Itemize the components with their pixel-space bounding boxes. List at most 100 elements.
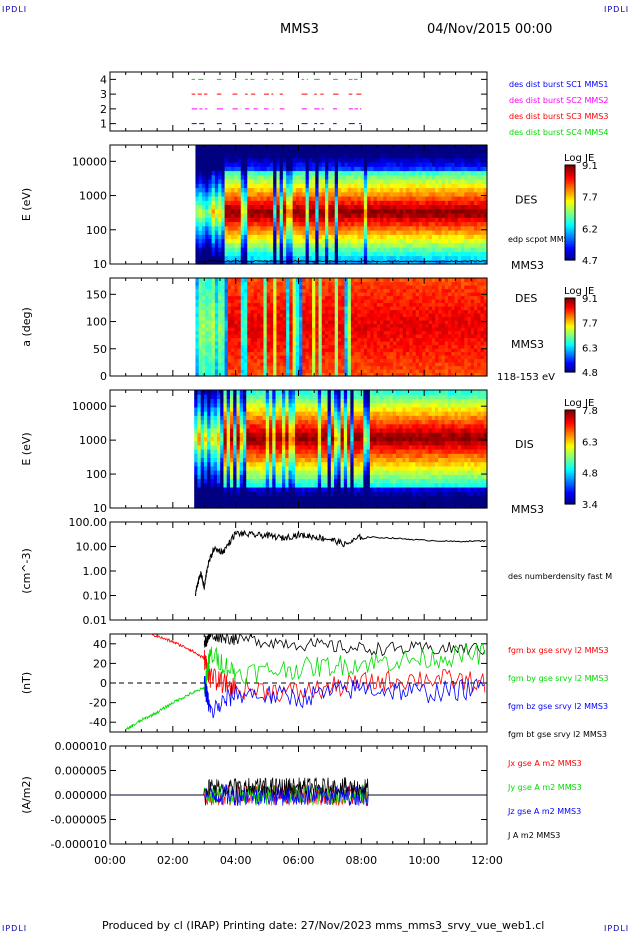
des-pitch-panel-cell xyxy=(376,288,381,293)
des-energy-panel-cell xyxy=(334,234,339,240)
des-pitch-panel-cell xyxy=(399,285,404,290)
des-pitch-panel-cell xyxy=(380,309,384,314)
des-energy-panel-cell xyxy=(344,149,349,155)
des-pitch-panel-cell xyxy=(331,295,336,300)
des-pitch-panel-cell xyxy=(198,327,203,332)
des-energy-panel-cell xyxy=(328,174,333,180)
des-energy-panel-cell xyxy=(451,247,456,252)
des-energy-panel-cell xyxy=(431,234,436,240)
des-energy-panel-cell xyxy=(386,204,391,210)
des-pitch-panel-cell xyxy=(218,327,222,332)
des-pitch-panel-cell xyxy=(266,372,271,377)
des-energy-panel-cell xyxy=(389,183,394,189)
des-pitch-panel-cell xyxy=(250,344,255,349)
des-pitch-panel-cell xyxy=(321,334,326,339)
des-energy-panel-cell xyxy=(292,166,297,172)
des-energy-panel-cell xyxy=(454,204,459,210)
des-pitch-panel-cell xyxy=(247,372,252,377)
des-energy-panel-cell xyxy=(273,179,278,184)
des-energy-panel-cell xyxy=(331,213,336,218)
des-energy-panel-cell xyxy=(389,213,394,218)
des-energy-panel-cell xyxy=(380,251,384,257)
des-pitch-panel-cell xyxy=(211,295,216,300)
des-energy-panel-cell xyxy=(331,196,336,201)
des-energy-panel-cell xyxy=(211,166,216,172)
des-energy-panel-cell xyxy=(415,208,420,214)
des-energy-panel-cell xyxy=(237,208,242,214)
des-energy-panel-cell xyxy=(299,259,303,265)
des-pitch-panel-cell xyxy=(438,358,443,363)
des-pitch-panel-cell xyxy=(425,348,430,353)
des-pitch-panel-cell xyxy=(302,344,307,349)
des-pitch-panel-cell xyxy=(435,348,440,353)
des-energy-panel-cell xyxy=(389,204,394,210)
des-pitch-panel-cell xyxy=(373,288,378,293)
des-energy-panel-cell xyxy=(354,162,359,167)
des-pitch-panel-cell xyxy=(273,327,278,332)
des-energy-panel-cell xyxy=(480,174,485,180)
des-energy-panel-cell xyxy=(201,191,206,197)
des-pitch-panel-cell xyxy=(409,295,414,300)
des-pitch-panel-cell xyxy=(224,288,229,293)
des-pitch-panel-cell xyxy=(263,341,268,346)
des-pitch-panel-cell xyxy=(299,355,303,360)
des-energy-panel-colorbar-cell xyxy=(565,166,575,169)
des-energy-panel-cell xyxy=(418,170,423,176)
des-pitch-panel-cell xyxy=(415,348,420,353)
des-pitch-panel-cell xyxy=(208,344,213,349)
des-energy-panel-cell xyxy=(250,251,255,257)
des-pitch-panel-cell xyxy=(409,365,414,370)
des-pitch-panel-cell xyxy=(273,372,278,377)
des-energy-panel-cell xyxy=(457,255,462,261)
des-energy-panel-cell xyxy=(363,149,368,155)
des-pitch-panel-cell xyxy=(354,372,359,377)
des-energy-panel-cell xyxy=(341,149,346,155)
des-pitch-panel-cell xyxy=(435,337,440,342)
des-energy-panel-cell xyxy=(234,162,239,167)
des-energy-panel-y-tick-label: 100 xyxy=(86,224,107,237)
des-energy-panel-cell xyxy=(263,191,268,197)
des-pitch-panel-cell xyxy=(266,302,271,307)
des-energy-panel-cell xyxy=(344,170,349,176)
des-pitch-panel-cell xyxy=(389,309,394,314)
des-pitch-panel-cell xyxy=(315,365,320,370)
des-pitch-panel-cell xyxy=(195,365,200,370)
des-energy-panel-cell xyxy=(227,247,232,252)
des-energy-panel-cell xyxy=(211,183,216,189)
des-pitch-panel-cell xyxy=(350,316,355,321)
des-energy-panel-cell xyxy=(282,170,287,176)
des-pitch-panel-cell xyxy=(224,295,229,300)
des-energy-panel-cell xyxy=(334,242,339,248)
des-pitch-panel-cell xyxy=(396,316,401,321)
des-pitch-panel-cell xyxy=(305,369,310,374)
des-energy-panel-cell xyxy=(325,149,329,155)
des-pitch-panel-cell xyxy=(425,365,430,370)
des-energy-panel-cell xyxy=(305,166,310,172)
des-energy-panel-cell xyxy=(383,217,388,223)
des-energy-panel-cell xyxy=(292,204,297,210)
des-energy-panel-cell xyxy=(347,251,352,257)
des-energy-panel-cell xyxy=(260,230,265,235)
des-energy-panel-cell xyxy=(370,170,375,176)
des-energy-panel-cell xyxy=(263,247,268,252)
des-pitch-panel-cell xyxy=(331,306,336,311)
des-pitch-panel-cell xyxy=(214,341,219,346)
des-pitch-panel-cell xyxy=(418,341,423,346)
des-energy-panel-cell xyxy=(418,153,423,159)
des-energy-panel-cell xyxy=(214,230,219,235)
des-energy-panel-cell xyxy=(367,174,371,180)
des-pitch-panel-cell xyxy=(354,358,359,363)
des-energy-panel-cell xyxy=(231,187,235,193)
des-energy-panel-cell xyxy=(273,213,278,218)
des-energy-panel-cell xyxy=(328,230,333,235)
des-energy-panel-cell xyxy=(373,230,378,235)
des-energy-panel-cell xyxy=(341,208,346,214)
des-pitch-panel-cell xyxy=(263,281,268,286)
des-energy-panel-cell xyxy=(428,145,433,150)
des-pitch-panel-cell xyxy=(406,320,410,325)
des-energy-panel-cell xyxy=(221,242,226,248)
des-pitch-panel-cell xyxy=(260,288,265,293)
des-energy-panel-cell xyxy=(279,191,284,197)
des-energy-panel-cell xyxy=(269,225,274,231)
des-energy-panel-cell xyxy=(237,183,242,189)
